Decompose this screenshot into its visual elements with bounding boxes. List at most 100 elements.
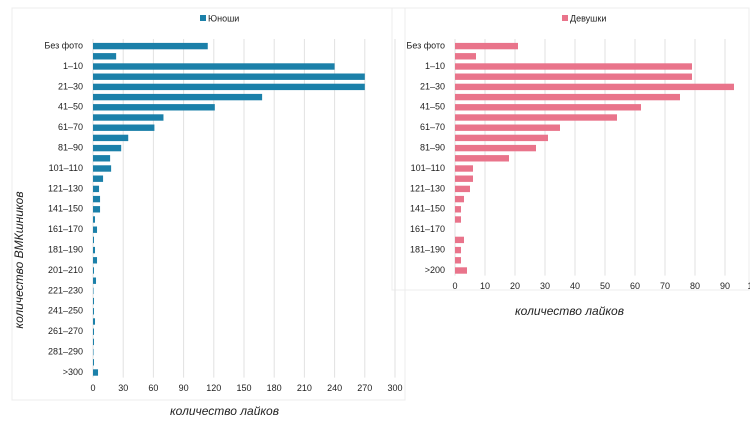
bar — [93, 73, 365, 80]
bar — [93, 328, 95, 335]
bar — [93, 216, 96, 223]
y-tick-label: 21–30 — [420, 81, 445, 91]
bar — [93, 175, 104, 182]
bar — [455, 144, 536, 152]
x-tick-label: 10 — [480, 281, 490, 291]
y-tick-label: 81–90 — [58, 142, 83, 152]
bar — [93, 185, 100, 193]
y-tick-label: 101–110 — [49, 163, 83, 173]
bar — [93, 93, 263, 101]
x-tick-label: 300 — [387, 383, 402, 393]
x-tick-label: 20 — [510, 281, 520, 291]
legend-label: Девушки — [570, 13, 606, 23]
y-tick-label: 181–190 — [410, 244, 445, 254]
bar — [455, 185, 470, 193]
y-tick-label: 261–270 — [48, 326, 83, 336]
legend-swatch — [200, 15, 206, 21]
y-axis-label: количество ВМКшников — [12, 191, 26, 328]
x-tick-label: 0 — [452, 281, 457, 291]
x-tick-label: 120 — [206, 383, 221, 393]
x-tick-label: 60 — [148, 383, 158, 393]
bar — [93, 226, 98, 233]
legend: Девушки — [562, 13, 606, 23]
bar — [455, 83, 734, 91]
x-tick-label: 270 — [357, 383, 372, 393]
bar — [93, 246, 96, 254]
bar — [455, 124, 560, 131]
x-tick-label: 90 — [720, 281, 730, 291]
x-tick-label: 30 — [118, 383, 128, 393]
y-tick-label: 121–130 — [48, 183, 83, 193]
bar — [455, 63, 692, 70]
bar — [455, 134, 548, 142]
bar — [455, 246, 461, 254]
bar — [93, 114, 164, 121]
y-tick-label: 161–170 — [48, 224, 83, 234]
bar — [93, 206, 101, 213]
y-tick-label: 1–10 — [425, 61, 445, 71]
y-tick-label: >200 — [425, 265, 445, 275]
bar — [93, 83, 365, 91]
bar — [93, 277, 97, 284]
y-tick-label: 181–190 — [48, 244, 83, 254]
x-axis-label: количество лайков — [170, 404, 279, 418]
y-tick-label: 61–70 — [58, 122, 83, 132]
bar — [455, 195, 464, 203]
x-tick-label: 100 — [747, 281, 750, 291]
legend-swatch — [562, 15, 568, 21]
x-tick-label: 210 — [297, 383, 312, 393]
bar — [455, 73, 692, 80]
bar — [455, 257, 461, 264]
y-tick-label: Без фото — [44, 40, 83, 50]
bar — [93, 63, 335, 70]
y-tick-label: Без фото — [406, 40, 445, 50]
bar — [93, 155, 111, 162]
bar — [93, 104, 215, 111]
y-tick-label: 21–30 — [58, 81, 83, 91]
x-tick-label: 180 — [267, 383, 282, 393]
bar — [93, 257, 98, 264]
bar — [455, 114, 617, 121]
bar — [455, 104, 641, 111]
y-tick-label: 121–130 — [410, 183, 445, 193]
bar — [93, 267, 95, 274]
x-tick-label: 70 — [660, 281, 670, 291]
legend: Юноши — [200, 13, 239, 23]
x-tick-label: 150 — [236, 383, 251, 393]
x-tick-label: 240 — [327, 383, 342, 393]
y-tick-label: 201–210 — [48, 265, 83, 275]
bar — [93, 338, 95, 346]
bar — [455, 206, 461, 213]
x-tick-label: 60 — [630, 281, 640, 291]
bar — [455, 216, 461, 223]
y-tick-label: 281–290 — [48, 346, 83, 356]
y-tick-label: 161–170 — [410, 224, 445, 234]
bar — [93, 134, 129, 142]
bar — [455, 236, 464, 244]
bar — [93, 236, 95, 244]
bar — [93, 369, 99, 376]
x-axis-label: количество лайков — [515, 304, 624, 318]
bar — [93, 318, 96, 325]
bar — [455, 53, 476, 60]
y-tick-label: 221–230 — [48, 285, 83, 295]
bar — [93, 308, 95, 315]
bar — [93, 53, 117, 60]
bar — [93, 195, 101, 203]
bar — [93, 144, 122, 152]
y-tick-label: 41–50 — [58, 102, 83, 112]
bar — [93, 124, 155, 131]
y-tick-label: 41–50 — [420, 102, 445, 112]
bar — [455, 155, 509, 162]
legend-label: Юноши — [208, 13, 239, 23]
bar — [93, 287, 94, 295]
bar — [455, 93, 680, 101]
x-tick-label: 50 — [600, 281, 610, 291]
bar — [93, 165, 112, 172]
bar — [93, 42, 208, 50]
bar — [455, 42, 518, 50]
x-tick-label: 90 — [179, 383, 189, 393]
bar — [93, 297, 95, 305]
y-tick-label: 141–150 — [48, 204, 83, 214]
